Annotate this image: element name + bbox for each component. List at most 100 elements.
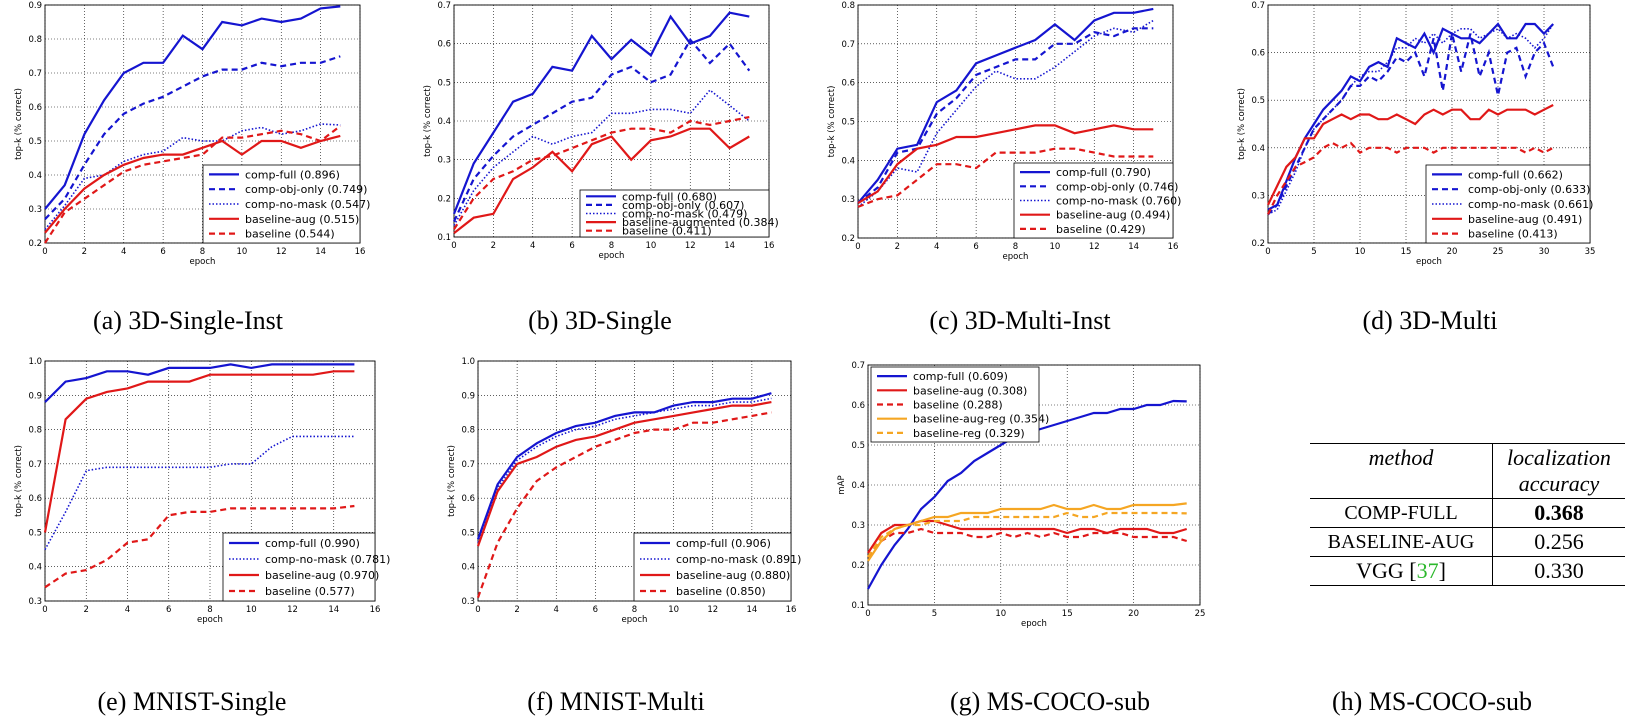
legend-label: comp-obj-only (0.633) <box>1468 183 1590 196</box>
caption-d: (d) 3D-Multi <box>1362 306 1498 335</box>
x-tick-label: 2 <box>82 247 87 257</box>
legend-label: comp-no-mask (0.479) <box>622 208 747 221</box>
x-tick-label: 10 <box>1049 242 1060 252</box>
chart-g: 0 5 10 15 20 25 0.1 0.2 0.3 0.4 0.5 0.6 0.7 epoch mAP c… <box>837 361 1206 629</box>
series-line <box>44 504 355 589</box>
x-tick-label: 5 <box>1311 247 1316 257</box>
y-tick-label: 0.3 <box>461 597 475 607</box>
series-line <box>43 370 355 533</box>
legend-label: comp-full (0.680) <box>622 190 717 203</box>
y-tick-label: 0.6 <box>841 79 855 89</box>
legend-label: baseline-augmented (0.384) <box>622 216 779 229</box>
series-line <box>44 363 355 403</box>
citation-link[interactable]: 37 <box>1416 558 1439 583</box>
y-tick-label: 0.5 <box>851 441 865 451</box>
header-method: method <box>1310 443 1493 499</box>
series-line <box>857 19 1154 208</box>
y-tick-label: 0.1 <box>437 233 451 243</box>
x-tick-label: 20 <box>1128 609 1139 619</box>
legend-label: baseline (0.288) <box>913 399 1003 412</box>
x-tick-label: 8 <box>207 605 212 615</box>
x-tick-label: 20 <box>1447 247 1458 257</box>
legend-label: baseline-reg (0.329) <box>913 427 1025 440</box>
x-axis-label: epoch <box>1003 252 1029 262</box>
y-axis-label: top-k (% correct) <box>827 86 837 158</box>
series-line <box>477 397 772 543</box>
legend-label: comp-obj-only (0.746) <box>1056 180 1178 193</box>
x-tick-label: 4 <box>934 242 939 252</box>
x-tick-label: 16 <box>1168 242 1179 252</box>
y-tick-label: 0.2 <box>851 561 865 571</box>
y-tick-label: 0.5 <box>28 137 42 147</box>
legend-box <box>633 532 792 602</box>
y-axis-label: top-k (% correct) <box>14 445 24 517</box>
series-line <box>453 88 750 226</box>
y-tick-label: 1.0 <box>461 357 475 367</box>
y-tick-label: 0.9 <box>28 1 42 11</box>
x-tick-label: 14 <box>315 247 326 257</box>
y-tick-label: 0.4 <box>1251 144 1265 154</box>
legend-label: comp-no-mask (0.661) <box>1468 198 1593 211</box>
series-line <box>1267 141 1554 215</box>
chart-b: 0 2 4 6 8 10 12 14 16 0.1 0.2 0.3 0.4 0.5 0.6 0.7 epoch t… <box>423 1 779 261</box>
y-tick-label: 0.7 <box>1251 1 1265 11</box>
series-line <box>476 411 772 598</box>
y-tick-label: 0.5 <box>437 78 451 88</box>
y-axis-label: mAP <box>837 475 847 494</box>
chart-d: 0 5 10 15 20 25 30 35 0.2 0.3 0.4 0.5 0.6 0.7 epoch top… <box>1237 1 1595 267</box>
x-tick-label: 4 <box>530 241 535 251</box>
caption-h: (h) MS-COCO-sub <box>1331 687 1533 716</box>
y-tick-label: 0.7 <box>841 40 855 50</box>
y-tick-label: 0.4 <box>461 563 475 573</box>
y-axis-label: top-k (% correct) <box>1237 88 1247 160</box>
x-tick-label: 25 <box>1493 247 1504 257</box>
x-axis-label: epoch <box>197 615 223 625</box>
x-axis-label: epoch <box>599 251 625 261</box>
x-tick-label: 10 <box>246 605 257 615</box>
caption-b: (b) 3D-Single <box>528 306 672 335</box>
x-tick-label: 10 <box>645 241 656 251</box>
y-tick-label: 0.7 <box>28 460 42 470</box>
y-tick-label: 0.3 <box>28 597 42 607</box>
series-line <box>476 401 772 547</box>
row-value: 0.330 <box>1534 558 1584 583</box>
caption-f: (f) MNIST-Multi <box>527 687 705 716</box>
y-tick-label: 0.4 <box>28 563 42 573</box>
y-tick-label: 0.7 <box>461 460 475 470</box>
legend-label: comp-no-mask (0.760) <box>1056 195 1181 208</box>
legend-box <box>202 164 361 244</box>
legend-label: comp-full (0.662) <box>1468 168 1563 181</box>
series-line <box>452 11 750 215</box>
y-tick-label: 0.8 <box>28 426 42 436</box>
caption-a: (a) 3D-Single-Inst <box>93 306 283 335</box>
caption-c: (c) 3D-Multi-Inst <box>929 306 1111 335</box>
x-tick-label: 8 <box>1013 242 1018 252</box>
y-tick-label: 0.1 <box>851 601 865 611</box>
y-tick-label: 0.8 <box>28 35 42 45</box>
series-line <box>1267 33 1555 216</box>
legend-label: baseline (0.413) <box>1468 228 1558 241</box>
legend-box <box>222 532 376 602</box>
series-line <box>476 392 772 540</box>
legend-label: comp-full (0.906) <box>676 537 771 550</box>
x-tick-label: 2 <box>895 242 900 252</box>
caption-g: (g) MS-COCO-sub <box>949 687 1151 716</box>
legend-label: comp-full (0.896) <box>245 168 340 181</box>
y-tick-label: 0.2 <box>28 239 42 249</box>
chart-c: 0 2 4 6 8 10 12 14 16 0.2 0.3 0.4 0.5 0.6 0.7 0.8 epoch t… <box>827 1 1181 262</box>
y-tick-label: 0.2 <box>841 234 855 244</box>
x-tick-label: 4 <box>125 605 130 615</box>
y-tick-label: 0.3 <box>841 195 855 205</box>
legend-label: comp-no-mask (0.891) <box>676 553 801 566</box>
legend-label: baseline-aug (0.970) <box>265 569 379 582</box>
legend-label: baseline-aug (0.880) <box>676 569 790 582</box>
y-tick-label: 0.6 <box>28 103 42 113</box>
series-line <box>857 124 1154 205</box>
x-tick-label: 25 <box>1195 609 1206 619</box>
series-line <box>44 125 341 244</box>
y-tick-label: 0.8 <box>461 426 475 436</box>
series-line <box>867 527 1188 558</box>
series-line <box>453 37 751 222</box>
x-tick-label: 6 <box>160 247 165 257</box>
y-tick-label: 0.2 <box>1251 239 1265 249</box>
